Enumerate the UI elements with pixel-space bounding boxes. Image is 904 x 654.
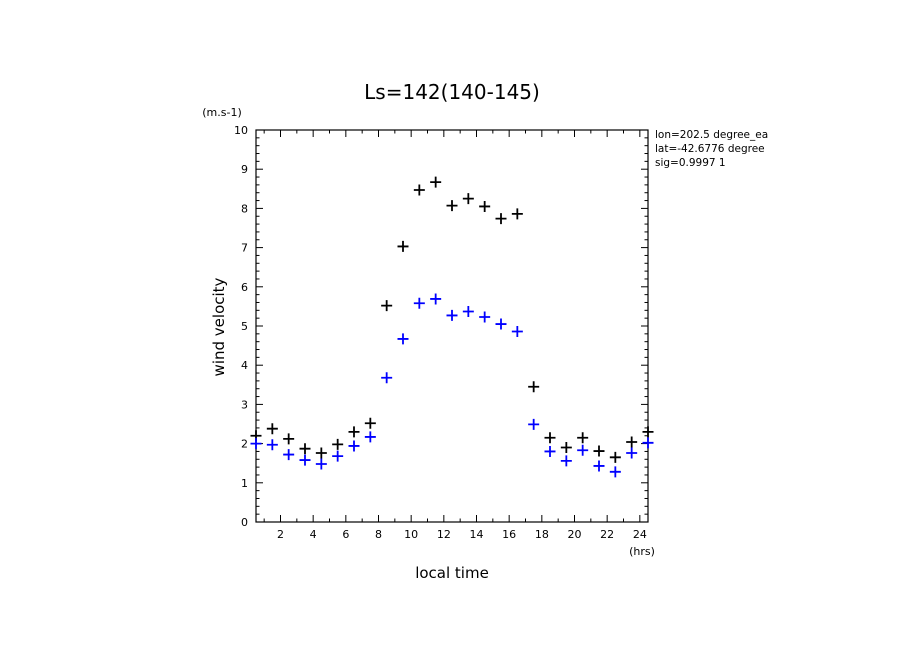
y-tick-label-2: 2 bbox=[241, 438, 248, 451]
point-series1-4 bbox=[315, 458, 327, 470]
point-series1-12 bbox=[446, 309, 458, 321]
annotation-lon: lon=202.5 degree_ea bbox=[655, 129, 768, 141]
point-series1-19 bbox=[560, 455, 572, 467]
point-series0-10 bbox=[413, 184, 425, 196]
y-tick-label-1: 1 bbox=[241, 477, 248, 490]
point-series1-20 bbox=[577, 444, 589, 456]
point-series0-17 bbox=[528, 381, 540, 393]
x-tick-label-3: 8 bbox=[375, 528, 382, 541]
point-series1-5 bbox=[332, 450, 344, 462]
point-series1-7 bbox=[364, 431, 376, 443]
point-series1-9 bbox=[397, 333, 409, 345]
y-tick-label-6: 6 bbox=[241, 281, 248, 294]
point-series0-22 bbox=[609, 451, 621, 463]
y-axis-unit: (m.s-1) bbox=[202, 106, 242, 119]
x-tick-label-4: 10 bbox=[404, 528, 418, 541]
point-series1-24 bbox=[642, 437, 654, 449]
point-series0-11 bbox=[430, 176, 442, 188]
x-tick-label-6: 14 bbox=[470, 528, 484, 541]
y-tick-label-0: 0 bbox=[241, 516, 248, 529]
point-series0-13 bbox=[462, 193, 474, 205]
point-series0-19 bbox=[560, 442, 572, 454]
point-series1-10 bbox=[413, 297, 425, 309]
point-series1-0 bbox=[250, 438, 262, 450]
point-series1-11 bbox=[430, 293, 442, 305]
point-series0-1 bbox=[266, 423, 278, 435]
point-series1-16 bbox=[511, 325, 523, 337]
point-series0-5 bbox=[332, 438, 344, 450]
plot-frame bbox=[255, 129, 649, 523]
data-points bbox=[250, 176, 654, 478]
x-tick-label-1: 4 bbox=[310, 528, 317, 541]
point-series1-8 bbox=[381, 372, 393, 384]
point-series0-24 bbox=[642, 426, 654, 438]
x-tick-label-7: 16 bbox=[502, 528, 516, 541]
point-series1-23 bbox=[626, 447, 638, 459]
y-tick-label-8: 8 bbox=[241, 202, 248, 215]
point-series1-6 bbox=[348, 440, 360, 452]
y-tick-label-7: 7 bbox=[241, 242, 248, 255]
point-series0-6 bbox=[348, 426, 360, 438]
point-series0-4 bbox=[315, 447, 327, 459]
x-tick-label-8: 18 bbox=[535, 528, 549, 541]
point-series1-1 bbox=[266, 439, 278, 451]
annotation-lat: lat=-42.6776 degree bbox=[655, 143, 765, 155]
y-axis-label: wind velocity bbox=[210, 277, 228, 376]
point-series0-20 bbox=[577, 432, 589, 444]
point-series1-15 bbox=[495, 318, 507, 330]
y-tick-label-9: 9 bbox=[241, 163, 248, 176]
point-series0-12 bbox=[446, 200, 458, 212]
point-series0-9 bbox=[397, 240, 409, 252]
x-tick-label-9: 20 bbox=[568, 528, 582, 541]
point-series1-21 bbox=[593, 460, 605, 472]
series-0 bbox=[250, 176, 654, 463]
annotation-sig: sig=0.9997 1 bbox=[655, 157, 726, 169]
point-series1-17 bbox=[528, 418, 540, 430]
point-series0-23 bbox=[626, 436, 638, 448]
x-tick-label-10: 22 bbox=[600, 528, 614, 541]
point-series1-2 bbox=[283, 449, 295, 461]
point-series1-3 bbox=[299, 454, 311, 466]
y-tick-label-4: 4 bbox=[241, 359, 248, 372]
x-tick-label-11: 24 bbox=[633, 528, 647, 541]
point-series0-21 bbox=[593, 445, 605, 457]
point-series0-3 bbox=[299, 443, 311, 455]
x-tick-label-2: 6 bbox=[342, 528, 349, 541]
point-series1-14 bbox=[479, 311, 491, 323]
series-1 bbox=[250, 293, 654, 478]
point-series0-14 bbox=[479, 200, 491, 212]
x-axis-unit: (hrs) bbox=[629, 545, 655, 558]
point-series0-7 bbox=[364, 417, 376, 429]
point-series1-22 bbox=[609, 466, 621, 478]
point-series1-13 bbox=[462, 305, 474, 317]
y-tick-label-3: 3 bbox=[241, 398, 248, 411]
point-series0-16 bbox=[511, 208, 523, 220]
x-tick-label-5: 12 bbox=[437, 528, 451, 541]
point-series0-8 bbox=[381, 300, 393, 312]
y-tick-label-10: 10 bbox=[234, 124, 248, 137]
point-series0-15 bbox=[495, 213, 507, 225]
y-tick-label-5: 5 bbox=[241, 320, 248, 333]
point-series1-18 bbox=[544, 445, 556, 457]
x-axis-label: local time bbox=[415, 564, 489, 582]
x-tick-label-0: 2 bbox=[277, 528, 284, 541]
chart-title: Ls=142(140-145) bbox=[364, 80, 540, 104]
point-series0-18 bbox=[544, 432, 556, 444]
point-series0-2 bbox=[283, 433, 295, 445]
